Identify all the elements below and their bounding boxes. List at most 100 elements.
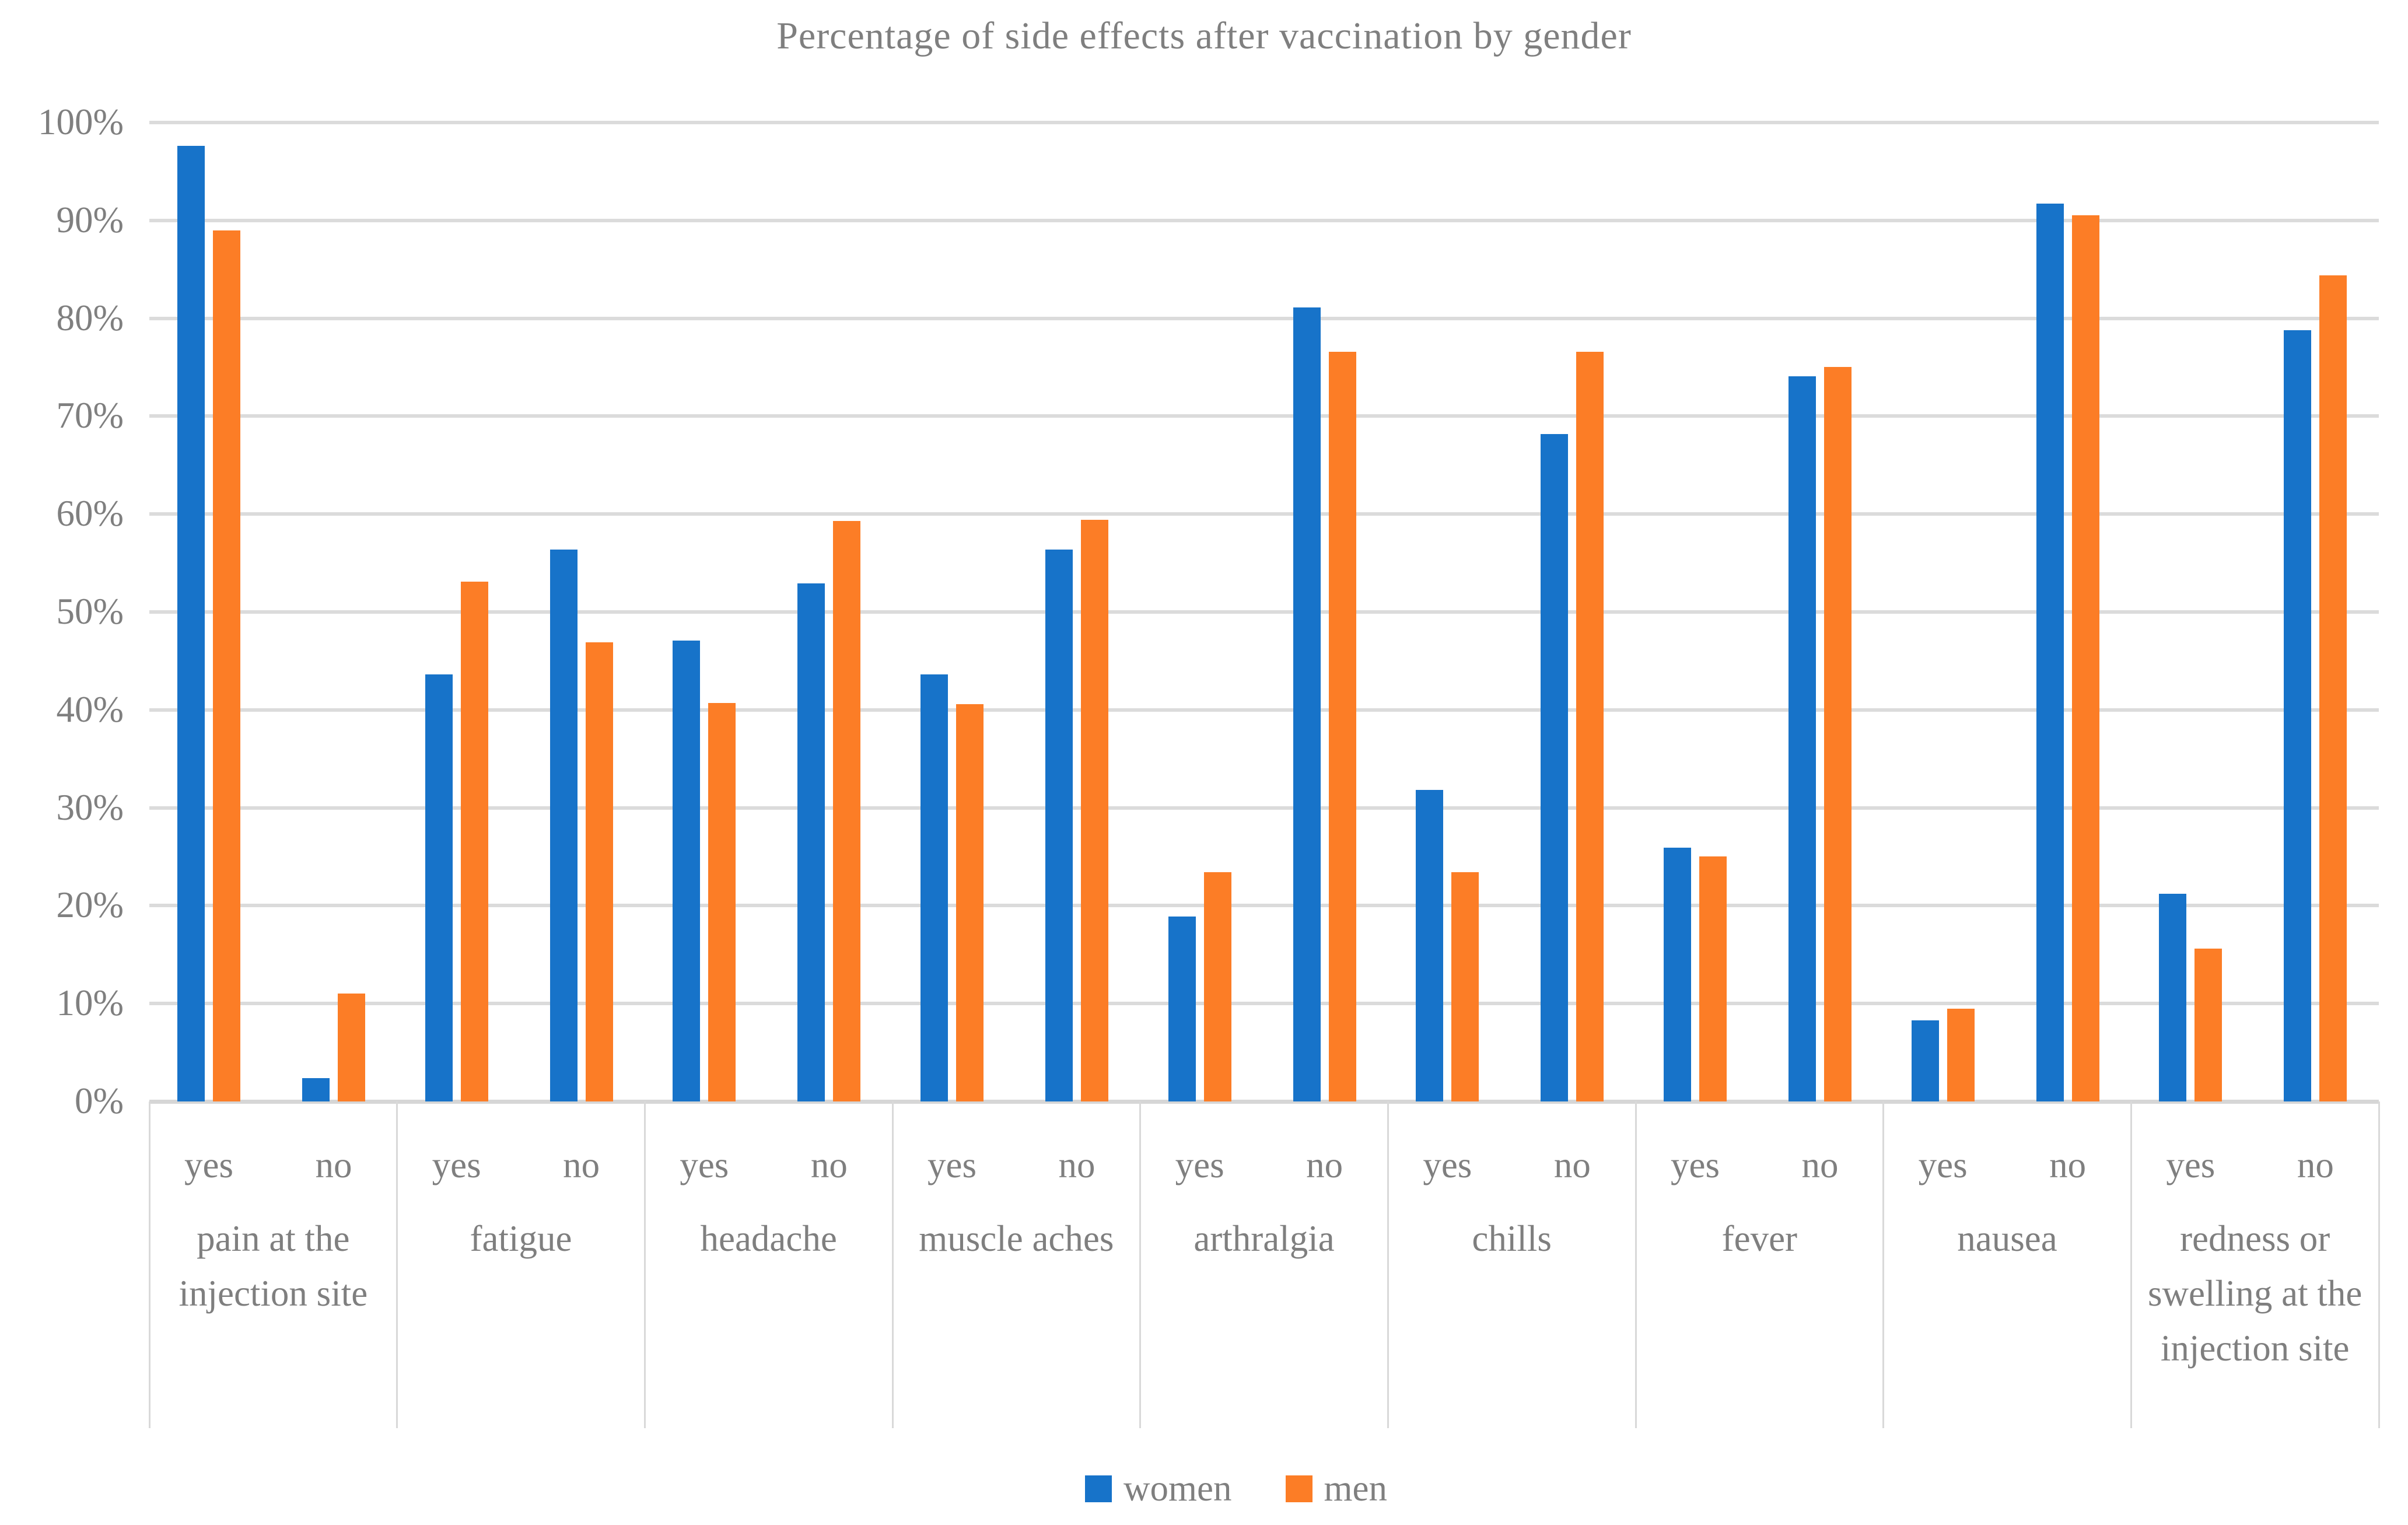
legend-item-men: men [1285,1468,1387,1509]
bar-men-no [1328,352,1356,1101]
axis-category-label: pain at the injection site [178,1218,368,1314]
group-separator [1634,1101,1637,1428]
category-group [149,0,397,1101]
y-axis-tick-label: 80% [56,297,124,338]
bar-women-no [1788,376,1816,1101]
bar-women-yes [1664,848,1691,1101]
axis-sublabel-yes: yes [432,1145,481,1185]
axis-sublabel-no: no [1553,1145,1591,1185]
bar-women-no [302,1078,330,1101]
bar-women-no [2284,330,2312,1101]
y-axis-tick-label: 70% [56,395,124,436]
group-separator [891,1101,894,1428]
bar-women-yes [1416,790,1444,1101]
bar-men-yes [956,704,984,1101]
axis-sublabel-no: no [2049,1145,2087,1185]
bar-women-yes [1911,1020,1939,1101]
bar-men-yes [708,703,736,1101]
bar-men-yes [1451,872,1479,1101]
axis-sublabel-no: no [1801,1145,1839,1185]
category-group [645,0,892,1101]
bar-men-no [1576,352,1604,1101]
gridline [149,316,2379,320]
x-axis-baseline [149,1100,2379,1104]
y-axis-tick-label: 0% [75,1080,124,1121]
group-separator [396,1101,398,1428]
axis-sublabel-yes: yes [1671,1145,1720,1185]
category-group [1140,0,1388,1101]
legend-swatch-men [1285,1475,1312,1502]
gridline [149,218,2379,222]
legend-label-men: men [1324,1468,1387,1509]
axis-category-label: fatigue [470,1218,572,1259]
bar-women-yes [921,674,948,1101]
group-separator [1882,1101,1885,1428]
axis-category-label: arthralgia [1194,1218,1335,1259]
axis-category-label: redness or swelling at the injection sit… [2147,1218,2362,1369]
y-axis-tick-label: 60% [56,493,124,534]
legend-item-women: women [1085,1468,1232,1509]
bar-men-no [338,994,365,1101]
bar-women-yes [425,674,453,1101]
gridline [149,708,2379,712]
axis-sublabel-no: no [1306,1145,1343,1185]
category-group [2131,0,2379,1101]
axis-category-label: muscle aches [919,1218,1114,1259]
axis-sublabel-no: no [810,1145,848,1185]
axis-sublabel-yes: yes [2166,1145,2216,1185]
axis-sublabel-no: no [563,1145,600,1185]
chart-title: Percentage of side effects after vaccina… [776,15,1632,57]
axis-sublabel-no: no [1058,1145,1096,1185]
group-separator [1387,1101,1389,1428]
gridline [149,414,2379,418]
y-axis-tick-label: 20% [56,884,124,926]
bar-men-yes [2194,949,2222,1101]
bar-women-yes [673,641,701,1101]
group-separator [148,1101,150,1428]
gridline [149,610,2379,614]
bar-women-yes [2159,894,2187,1101]
y-axis-tick-label: 10% [56,982,124,1024]
gridline [149,904,2379,908]
bar-women-no [2036,204,2064,1101]
bar-men-no [585,642,613,1101]
axis-sublabel-yes: yes [1175,1145,1224,1185]
bar-women-no [1541,434,1569,1101]
category-group [892,0,1140,1101]
group-separator [1139,1101,1142,1428]
category-group [397,0,645,1101]
axis-sublabel-no: no [315,1145,352,1185]
group-separator [2378,1101,2380,1428]
bar-men-yes [1947,1009,1975,1101]
y-axis-tick-label: 100% [38,102,124,142]
axis-sublabel-yes: yes [1918,1145,1968,1185]
bar-men-yes [213,230,240,1101]
bar-men-yes [1699,856,1727,1101]
gridline [149,121,2379,124]
axis-sublabel-yes: yes [680,1145,729,1185]
gridline [149,512,2379,516]
bar-women-no [1045,550,1073,1101]
category-group [1388,0,1636,1101]
y-axis-tick-label: 50% [56,591,124,632]
axis-category-label: headache [700,1218,837,1259]
category-group [1884,0,2132,1101]
axis-category-label: fever [1721,1218,1798,1259]
bar-men-no [1824,367,1852,1101]
bar-women-no [550,550,578,1101]
legend-swatch-women [1085,1475,1112,1502]
bar-men-no [833,521,861,1101]
bar-men-no [2319,275,2347,1101]
axis-category-label: chills [1472,1218,1552,1259]
gridline [149,806,2379,810]
bar-men-yes [460,582,488,1101]
axis-sublabel-yes: yes [928,1145,977,1185]
bar-women-yes [1168,917,1196,1101]
bar-women-yes [177,146,205,1101]
bar-men-yes [1203,872,1231,1101]
bar-women-no [797,583,825,1101]
gridline [149,1002,2379,1006]
legend-label-women: women [1124,1468,1232,1509]
axis-category-label: nausea [1957,1218,2057,1259]
